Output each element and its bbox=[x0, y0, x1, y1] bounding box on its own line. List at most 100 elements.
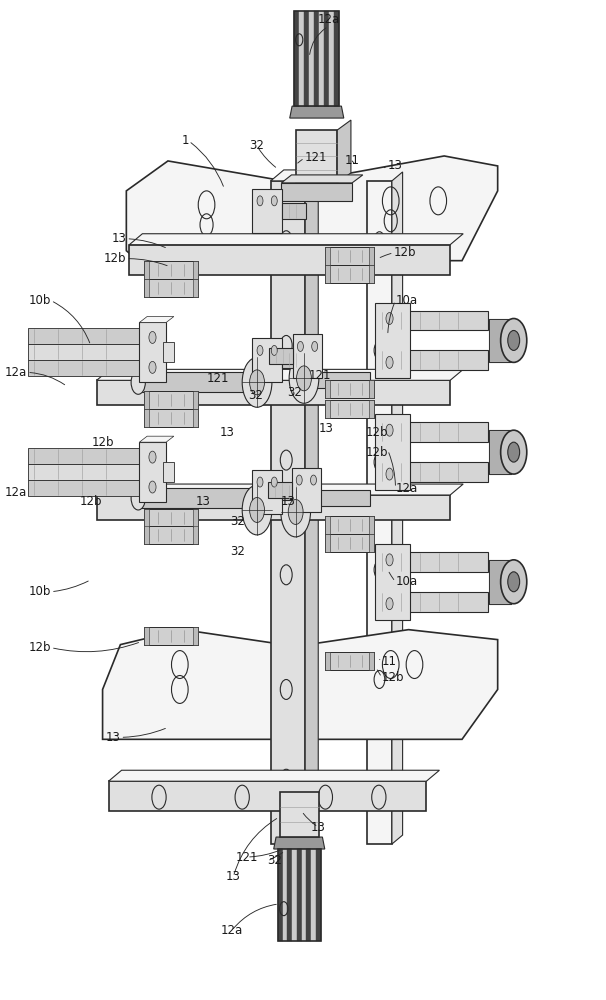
Polygon shape bbox=[296, 130, 338, 183]
Polygon shape bbox=[28, 480, 144, 496]
Circle shape bbox=[149, 361, 156, 373]
Text: 12a: 12a bbox=[5, 486, 27, 499]
Polygon shape bbox=[489, 560, 511, 604]
Text: 12b: 12b bbox=[382, 671, 404, 684]
Circle shape bbox=[386, 554, 393, 566]
Polygon shape bbox=[144, 279, 198, 297]
Polygon shape bbox=[144, 627, 149, 645]
Polygon shape bbox=[28, 464, 144, 480]
Circle shape bbox=[298, 341, 304, 351]
Polygon shape bbox=[293, 334, 322, 378]
Circle shape bbox=[149, 331, 156, 343]
Polygon shape bbox=[325, 534, 330, 552]
Polygon shape bbox=[325, 400, 330, 418]
Polygon shape bbox=[282, 484, 306, 500]
Polygon shape bbox=[325, 380, 330, 398]
Polygon shape bbox=[378, 552, 488, 572]
Polygon shape bbox=[281, 175, 363, 183]
Polygon shape bbox=[138, 488, 268, 508]
Polygon shape bbox=[193, 509, 198, 527]
Polygon shape bbox=[282, 352, 306, 368]
Polygon shape bbox=[297, 849, 302, 941]
Circle shape bbox=[257, 196, 263, 206]
Polygon shape bbox=[139, 442, 166, 502]
Polygon shape bbox=[291, 468, 321, 512]
Polygon shape bbox=[325, 516, 330, 534]
Polygon shape bbox=[489, 430, 511, 474]
Text: 121: 121 bbox=[305, 151, 327, 164]
Polygon shape bbox=[281, 183, 352, 201]
Polygon shape bbox=[96, 484, 463, 495]
Polygon shape bbox=[144, 409, 198, 427]
Polygon shape bbox=[295, 11, 299, 106]
Polygon shape bbox=[144, 526, 149, 544]
Polygon shape bbox=[315, 11, 319, 106]
Text: 10a: 10a bbox=[396, 294, 418, 307]
Polygon shape bbox=[252, 470, 282, 514]
Polygon shape bbox=[308, 630, 498, 739]
Polygon shape bbox=[319, 11, 324, 106]
Circle shape bbox=[250, 370, 264, 395]
Polygon shape bbox=[144, 261, 149, 279]
Polygon shape bbox=[324, 11, 329, 106]
Polygon shape bbox=[144, 509, 198, 527]
Polygon shape bbox=[329, 11, 334, 106]
Polygon shape bbox=[325, 652, 330, 670]
Text: 121: 121 bbox=[207, 372, 229, 385]
Polygon shape bbox=[367, 181, 392, 844]
Circle shape bbox=[257, 477, 263, 487]
Text: 13: 13 bbox=[281, 495, 296, 508]
Polygon shape bbox=[271, 181, 305, 844]
Polygon shape bbox=[308, 156, 498, 261]
Polygon shape bbox=[378, 350, 488, 370]
Polygon shape bbox=[193, 391, 198, 409]
Polygon shape bbox=[193, 526, 198, 544]
Polygon shape bbox=[308, 372, 370, 388]
Text: 12b: 12b bbox=[92, 436, 115, 449]
Polygon shape bbox=[489, 319, 511, 362]
Circle shape bbox=[386, 424, 393, 436]
Text: 12b: 12b bbox=[80, 495, 102, 508]
Polygon shape bbox=[139, 322, 166, 382]
Polygon shape bbox=[144, 509, 149, 527]
Polygon shape bbox=[282, 203, 306, 219]
Polygon shape bbox=[305, 170, 318, 844]
Polygon shape bbox=[378, 592, 488, 612]
Polygon shape bbox=[489, 560, 511, 604]
Text: 32: 32 bbox=[248, 389, 263, 402]
Circle shape bbox=[250, 498, 264, 522]
Polygon shape bbox=[304, 11, 309, 106]
Polygon shape bbox=[369, 247, 374, 265]
Polygon shape bbox=[325, 247, 374, 265]
Polygon shape bbox=[108, 770, 439, 781]
Circle shape bbox=[311, 341, 318, 351]
Polygon shape bbox=[325, 247, 330, 265]
Polygon shape bbox=[193, 279, 198, 297]
Text: 10b: 10b bbox=[28, 585, 51, 598]
Polygon shape bbox=[144, 391, 149, 409]
Polygon shape bbox=[325, 380, 374, 398]
Polygon shape bbox=[378, 311, 488, 330]
Text: 12a: 12a bbox=[221, 924, 242, 937]
Circle shape bbox=[508, 572, 520, 592]
Text: 11: 11 bbox=[345, 154, 359, 167]
Polygon shape bbox=[378, 422, 488, 442]
Polygon shape bbox=[274, 837, 325, 849]
Text: 12b: 12b bbox=[366, 426, 388, 439]
Polygon shape bbox=[309, 11, 315, 106]
Circle shape bbox=[296, 366, 311, 391]
Polygon shape bbox=[271, 170, 318, 181]
Text: 13: 13 bbox=[388, 159, 402, 172]
Polygon shape bbox=[338, 120, 351, 183]
Circle shape bbox=[242, 485, 272, 535]
Text: 13: 13 bbox=[112, 232, 126, 245]
Circle shape bbox=[289, 353, 319, 403]
Circle shape bbox=[271, 477, 278, 487]
Circle shape bbox=[386, 598, 393, 610]
Polygon shape bbox=[299, 11, 304, 106]
Text: 1: 1 bbox=[181, 134, 188, 147]
Circle shape bbox=[271, 196, 278, 206]
Polygon shape bbox=[375, 544, 410, 620]
Circle shape bbox=[281, 487, 310, 537]
Polygon shape bbox=[325, 534, 374, 552]
